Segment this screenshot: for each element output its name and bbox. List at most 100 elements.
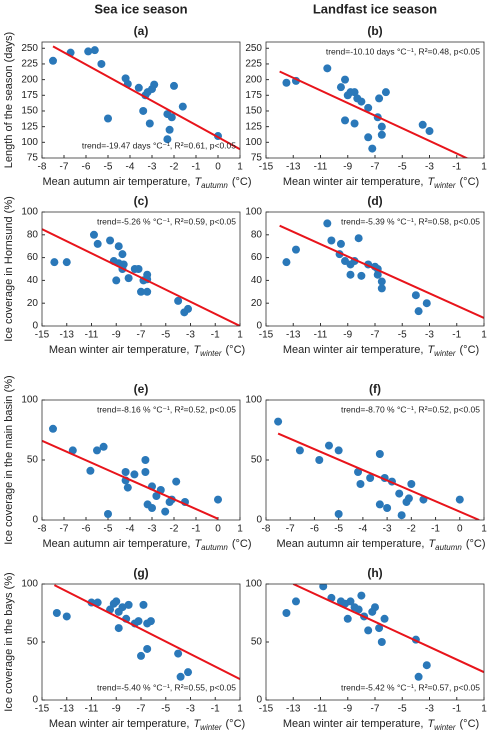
point [371, 603, 379, 612]
point [97, 59, 106, 68]
point [104, 114, 112, 123]
x-axis-label: Mean winter air temperature, Twinter (°C) [49, 718, 245, 732]
x-tick-label: -11 [314, 330, 328, 341]
x-axis-label: Mean winter air temperature, Twinter (°C) [49, 344, 245, 358]
panel-title: (e) [134, 382, 149, 396]
y-axis-label: Ice coverage in Hornsund (%) [3, 196, 15, 342]
x-tick-label: -1 [452, 704, 461, 715]
x-tick-label: -1 [211, 704, 220, 715]
x-tick-label: -3 [383, 524, 392, 535]
point [323, 219, 332, 228]
x-label-subscript: autumn [201, 543, 228, 552]
x-tick-label: -5 [104, 524, 113, 535]
axes-box [41, 399, 241, 521]
x-tick-label: -9 [343, 330, 352, 341]
trend-line [42, 439, 219, 520]
points [49, 46, 222, 144]
point [375, 624, 384, 633]
axes-box [265, 41, 485, 159]
x-tick-label: -5 [398, 162, 407, 173]
y-tick-label: 100 [21, 137, 38, 148]
x-label-subscript: winter [434, 349, 456, 358]
points [52, 597, 193, 681]
point [375, 94, 384, 103]
y-tick-label: 100 [21, 207, 38, 218]
y-tick-label: 75 [251, 153, 263, 164]
x-tick-label: -15 [259, 162, 274, 173]
x-axis-label: Mean winter air temperature, Twinter (°C) [283, 344, 479, 358]
x-axis-label: Mean winter air temperature, Twinter (°C) [283, 176, 479, 190]
x-label-text: Mean winter air temperature, [283, 718, 424, 730]
y-axis-label: Ice coverage in the bays (%) [3, 572, 15, 711]
point [184, 304, 193, 313]
point [350, 119, 359, 128]
point [119, 260, 128, 269]
point [395, 489, 404, 498]
y-axis-label: Length of the season (days) [3, 32, 15, 168]
x-label-subscript: winter [200, 349, 222, 358]
point [357, 591, 366, 600]
y-tick-label: 225 [21, 59, 38, 70]
x-axis-label: Mean autumn air temperature, Tautumn (°C) [276, 538, 485, 552]
x-tick-label: -3 [148, 162, 157, 173]
point [357, 97, 366, 106]
y-tick-label: 250 [245, 43, 262, 54]
x-tick-label: -5 [398, 330, 407, 341]
x-label-subscript: autumn [435, 543, 462, 552]
y-tick-label: 40 [27, 275, 39, 286]
point [397, 511, 406, 520]
y-tick-label: 175 [245, 90, 262, 101]
x-tick-label: -1 [211, 330, 220, 341]
point [354, 468, 363, 476]
point [377, 284, 386, 293]
y-tick-label: 50 [27, 455, 39, 466]
point [315, 456, 324, 464]
annotation: trend=-8.16 % °C⁻¹, R²=0.52, p<0.05 [97, 404, 236, 414]
y-tick-label: 125 [21, 121, 38, 132]
x-tick-label: -6 [82, 162, 91, 173]
x-tick-label: -7 [371, 330, 380, 341]
points [282, 219, 431, 316]
x-tick-label: -1 [192, 162, 201, 173]
x-label-symbol: T [427, 176, 435, 188]
axes-box [41, 41, 241, 159]
x-label-symbol: T [427, 718, 435, 730]
point [375, 500, 384, 509]
x-tick-label: -13 [60, 704, 75, 715]
point [163, 110, 172, 119]
point [334, 446, 343, 455]
column-title: Sea ice season [94, 1, 187, 16]
x-label-symbol: T [427, 344, 435, 356]
point [165, 125, 174, 134]
point [291, 597, 300, 606]
x-tick-label: -7 [286, 524, 295, 535]
x-label-text: Mean winter air temperature, [283, 344, 424, 356]
y-tick-label: 100 [245, 395, 262, 406]
x-tick-label: -9 [112, 330, 121, 341]
point [368, 144, 377, 153]
x-tick-label: 0 [215, 162, 221, 173]
point [414, 672, 423, 681]
x-axis-label: Mean autumn air temperature, Tautumn (°C) [42, 176, 251, 190]
point [139, 600, 148, 609]
x-tick-label: -3 [148, 524, 157, 535]
y-tick-label: 20 [27, 298, 39, 309]
point [146, 617, 155, 626]
point [350, 88, 359, 97]
point [161, 507, 170, 516]
axes-box [41, 211, 241, 327]
x-tick-label: 0 [457, 524, 463, 535]
point [324, 441, 333, 450]
point [407, 480, 416, 488]
point [383, 504, 392, 512]
point [415, 162, 423, 170]
point [375, 450, 384, 458]
point [93, 239, 102, 248]
point [89, 230, 98, 239]
x-tick-label: -1 [192, 524, 201, 535]
x-tick-label: -5 [161, 704, 170, 715]
x-tick-label: -13 [286, 162, 301, 173]
point [422, 661, 431, 670]
annotation: trend=-5.39 % °C⁻¹, R²=0.58, p<0.05 [341, 216, 480, 226]
x-label-symbol: T [428, 538, 436, 550]
